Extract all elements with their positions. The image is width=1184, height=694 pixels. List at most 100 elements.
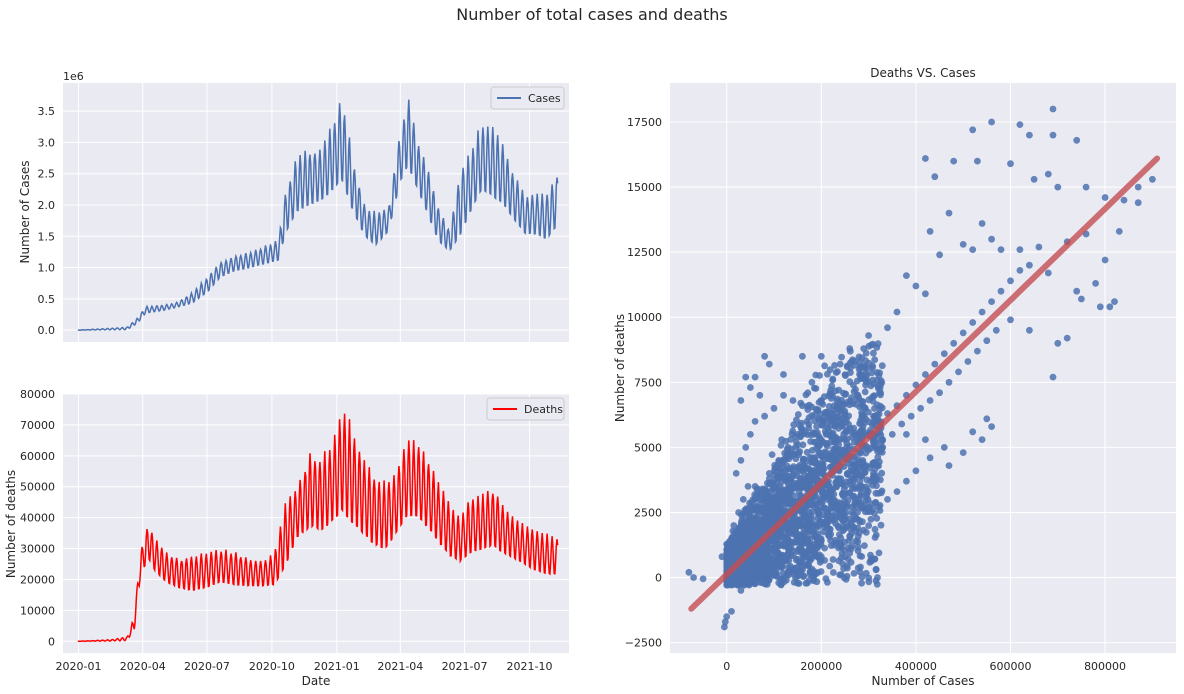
scatter-point — [903, 272, 910, 279]
scatter-point — [829, 375, 837, 383]
scatter-point — [955, 368, 962, 376]
scatter-point — [775, 458, 783, 465]
scatter-point — [983, 337, 991, 345]
scatter-point — [742, 444, 750, 451]
scatter-point — [783, 533, 791, 541]
cases-line — [77, 99, 559, 331]
scatter-point — [751, 576, 758, 584]
scatter-point — [732, 470, 740, 477]
scatter-point — [1115, 228, 1123, 235]
scatter-point — [827, 537, 834, 544]
scatter-point — [758, 519, 766, 527]
scatter-point — [988, 118, 995, 126]
scatter-point — [792, 443, 800, 451]
deaths-line — [77, 413, 559, 643]
scatter-point — [761, 352, 768, 360]
scatter-point — [792, 538, 799, 546]
scatter-point — [762, 485, 769, 493]
scatter-point — [926, 397, 934, 404]
scatter-point — [871, 458, 878, 466]
scatter-fit — [688, 155, 1161, 612]
scatter-point — [794, 411, 802, 418]
scatter-point — [821, 489, 829, 497]
scatter-point — [821, 448, 828, 456]
scatter-point — [867, 508, 875, 515]
scatter-point — [785, 557, 793, 564]
scatter-point — [750, 534, 758, 542]
scatter-point — [845, 471, 852, 479]
scatter-point — [876, 369, 883, 377]
scatter-point — [738, 516, 746, 524]
scatter-point — [779, 487, 786, 495]
scatter-point — [791, 514, 799, 522]
scatter-point — [969, 428, 977, 436]
scatter-point — [685, 568, 693, 576]
scatter-point — [737, 587, 745, 594]
scatter-point — [777, 529, 784, 537]
scatter-point — [803, 448, 811, 456]
scatter-point — [839, 523, 847, 530]
scatter-point — [850, 523, 857, 531]
scatter-point — [988, 298, 995, 305]
scatter-point — [1016, 246, 1024, 254]
scatter-point — [749, 562, 757, 570]
scatter-point — [861, 508, 869, 516]
scatter-point — [872, 439, 880, 446]
scatter-point — [978, 308, 986, 316]
scatter-point — [800, 469, 808, 476]
scatter-point — [903, 477, 910, 485]
scatter-point — [858, 397, 866, 405]
scatter-point — [874, 376, 881, 384]
scatter-point — [988, 235, 995, 243]
cases-axes: 0.0 0.5 1.0 1.5 2.0 2.5 3.0 3.5 1e6 Number of C… — [18, 70, 569, 342]
scatter-point — [752, 495, 759, 503]
scatter-point — [997, 287, 1005, 295]
scatter-point — [805, 554, 812, 562]
scatter-point — [822, 575, 830, 583]
scatter-point — [745, 530, 753, 537]
scatter-point — [820, 393, 828, 401]
scatter-x-tick-label: 200000 — [800, 660, 842, 673]
scatter-point — [877, 521, 885, 529]
scatter-point — [765, 470, 773, 477]
scatter-point — [1007, 160, 1014, 168]
deaths-legend-label: Deaths — [524, 403, 563, 416]
scatter-point — [992, 326, 1000, 334]
scatter-point — [804, 579, 811, 587]
scatter-point — [739, 541, 746, 549]
cases-y-axis-label: Number of Cases — [18, 160, 32, 263]
scatter-point — [847, 364, 854, 372]
scatter-point — [940, 444, 948, 451]
scatter-point — [821, 409, 829, 416]
cases-y-tick-label: 3.0 — [38, 136, 56, 149]
scatter-point — [857, 363, 865, 371]
scatter-point — [1049, 373, 1057, 381]
scatter-point — [888, 431, 896, 438]
scatter-point — [815, 554, 823, 562]
scatter-point — [847, 558, 855, 566]
scatter-point — [1016, 267, 1024, 274]
scatter-point — [758, 563, 766, 570]
scatter-point — [1054, 183, 1062, 191]
cases-legend-box — [490, 86, 565, 110]
fit-line — [688, 155, 1161, 612]
scatter-point — [865, 396, 873, 404]
scatter-point — [940, 350, 948, 358]
scatter-point — [737, 397, 745, 404]
scatter-point — [831, 362, 838, 369]
scatter-point — [757, 490, 765, 498]
scatter-point — [744, 483, 752, 490]
scatter-point — [922, 290, 929, 298]
scatter-point — [969, 246, 977, 254]
scatter-point — [1007, 277, 1014, 285]
deaths-series — [77, 413, 559, 643]
deaths-y-tick-label: 30000 — [20, 543, 55, 556]
scatter-point — [854, 508, 861, 516]
scatter-point — [742, 373, 750, 381]
scatter-point — [840, 511, 848, 518]
scatter-point — [849, 503, 856, 511]
scatter-point — [795, 451, 803, 459]
deaths-y-tick-label: 20000 — [20, 573, 55, 586]
scatter-point — [1049, 131, 1057, 139]
